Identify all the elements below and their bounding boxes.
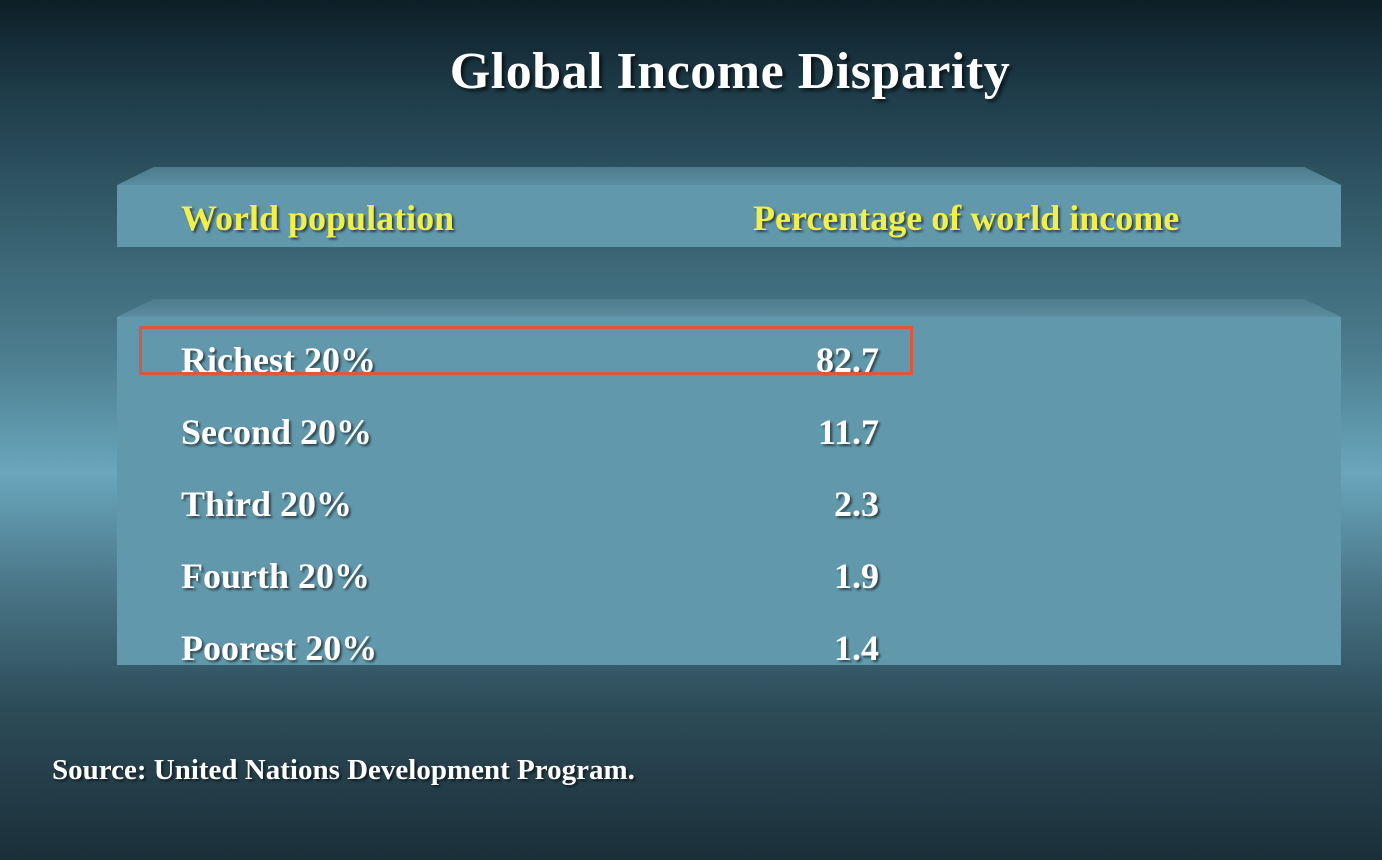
row-label: Third 20% (181, 484, 353, 524)
row-label: Second 20% (181, 412, 373, 452)
table-body-panel: Richest 20% 82.7 Second 20% 11.7 Third 2… (117, 299, 1341, 668)
table-row: Second 20% 11.7 (117, 403, 1341, 463)
header-panel-bevel (117, 167, 1341, 185)
row-value: 1.9 (834, 556, 879, 596)
body-panel-bevel (117, 299, 1341, 317)
column-header-income: Percentage of world income (753, 198, 1180, 238)
richest-row-highlight-box (139, 326, 913, 375)
slide-title: Global Income Disparity (449, 43, 1011, 100)
row-value: 11.7 (817, 412, 879, 452)
row-label: Fourth 20% (181, 556, 370, 596)
table-header-panel: World population Percentage of world inc… (117, 167, 1341, 247)
source-note: Source: United Nations Development Progr… (52, 754, 635, 786)
row-value: 2.3 (834, 484, 879, 524)
column-header-population: World population (181, 198, 455, 238)
table-row: Poorest 20% 1.4 (117, 619, 1341, 679)
table-row: Third 20% 2.3 (117, 475, 1341, 535)
row-value: 1.4 (834, 628, 879, 668)
table-row: Fourth 20% 1.9 (117, 547, 1341, 607)
row-label: Poorest 20% (181, 628, 378, 668)
